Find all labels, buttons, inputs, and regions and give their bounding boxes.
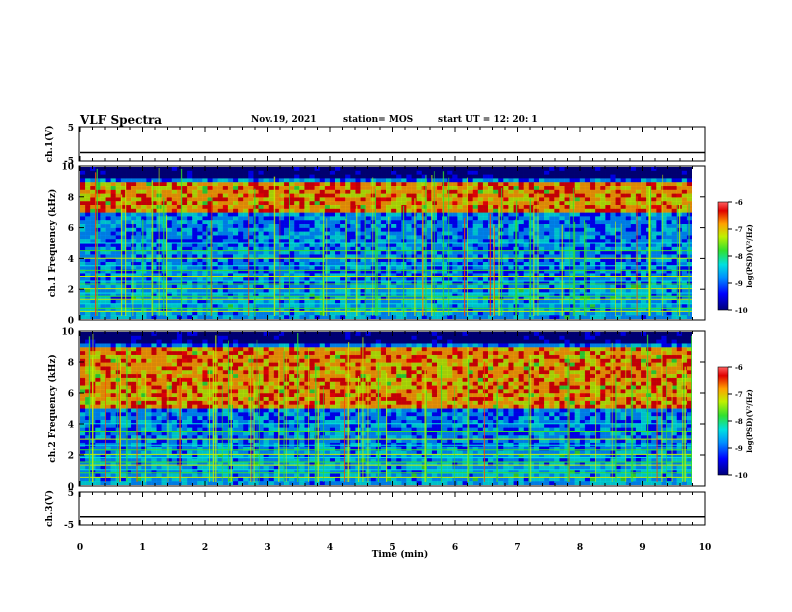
ch2-colorbar: -6 -7 -8 -9 -10 log(PSD)(V²/Hz)	[717, 363, 754, 480]
x-tick-label: 8	[577, 543, 583, 553]
ch1-colorbar-tick-label: -7	[735, 225, 743, 234]
x-tick-label: 5	[389, 543, 395, 553]
ch2-colorbar-tick-label: -9	[735, 444, 743, 453]
ch2-ytick-label: 10	[61, 328, 74, 338]
ch3-voltage-axis-label: ch.3(V)	[44, 490, 55, 527]
ch1-colorbar: -6 -7 -8 -9 -10 log(PSD)(V²/Hz)	[717, 198, 754, 315]
ch1-frequency-axis-label: ch.1 Frequency (kHz)	[47, 189, 58, 298]
ch2-frequency-axis-label: ch.2 Frequency (kHz)	[47, 354, 58, 463]
ch1-ytick-label: 5	[68, 124, 74, 134]
ch1-ytick-label: 0	[68, 317, 74, 327]
ch1-colorbar-label: log(PSD)(V²/Hz)	[745, 224, 754, 288]
x-tick-label: 7	[514, 543, 520, 553]
x-tick-label: 9	[639, 543, 645, 553]
ch1-colorbar-tick-label: -8	[735, 252, 743, 261]
ch1-ytick-label: 10	[61, 163, 74, 173]
x-tick-label: 6	[452, 543, 458, 553]
x-axis-label: Time (min)	[372, 549, 429, 560]
ch2-ytick-label: 4	[68, 421, 74, 431]
ch3-ytick-label: 5	[68, 489, 74, 499]
ch1-ytick-label: 6	[68, 224, 74, 234]
x-tick-label: 10	[699, 543, 712, 553]
ch1-voltage-panel	[78, 126, 706, 162]
ch2-colorbar-tick-label: -6	[735, 363, 743, 372]
ch2-colorbar-label: log(PSD)(V²/Hz)	[745, 389, 754, 453]
x-tick-label: 3	[264, 543, 270, 553]
ch1-spectrogram-panel	[78, 165, 706, 321]
ch1-colorbar-tick-label: -6	[735, 198, 743, 207]
ch1-ytick-label: 8	[68, 193, 74, 203]
ch1-ytick-label: 4	[68, 255, 74, 265]
ch3-ytick-label: -5	[64, 521, 74, 531]
ch2-spectrogram-panel	[78, 330, 706, 487]
ch2-ytick-label: 2	[68, 452, 74, 462]
ch2-colorbar-tick-label: -8	[735, 417, 743, 426]
ch2-colorbar-tick-label: -7	[735, 390, 743, 399]
x-tick-label: 0	[77, 543, 83, 553]
x-tick-label: 2	[202, 543, 208, 553]
start-time-label: start UT = 12: 20: 1	[438, 115, 538, 125]
ch1-colorbar-tick-label: -10	[735, 306, 748, 315]
ch2-ytick-label: 8	[68, 359, 74, 369]
station-label: station= MOS	[343, 115, 414, 125]
date-label: Nov.19, 2021	[251, 115, 317, 125]
ch1-ytick-label: 2	[68, 286, 74, 296]
ch2-ytick-label: 0	[68, 483, 74, 493]
ch2-ytick-label: 6	[68, 390, 74, 400]
ch1-colorbar-tick-label: -9	[735, 279, 743, 288]
ch1-voltage-axis-label: ch.1(V)	[44, 126, 55, 163]
x-tick-label: 4	[327, 543, 333, 553]
x-tick-label: 1	[139, 543, 145, 553]
figure-title: VLF Spectra	[80, 113, 163, 127]
ch1-ytick-label: -5	[64, 157, 74, 167]
ch2-colorbar-tick-label: -10	[735, 471, 748, 480]
